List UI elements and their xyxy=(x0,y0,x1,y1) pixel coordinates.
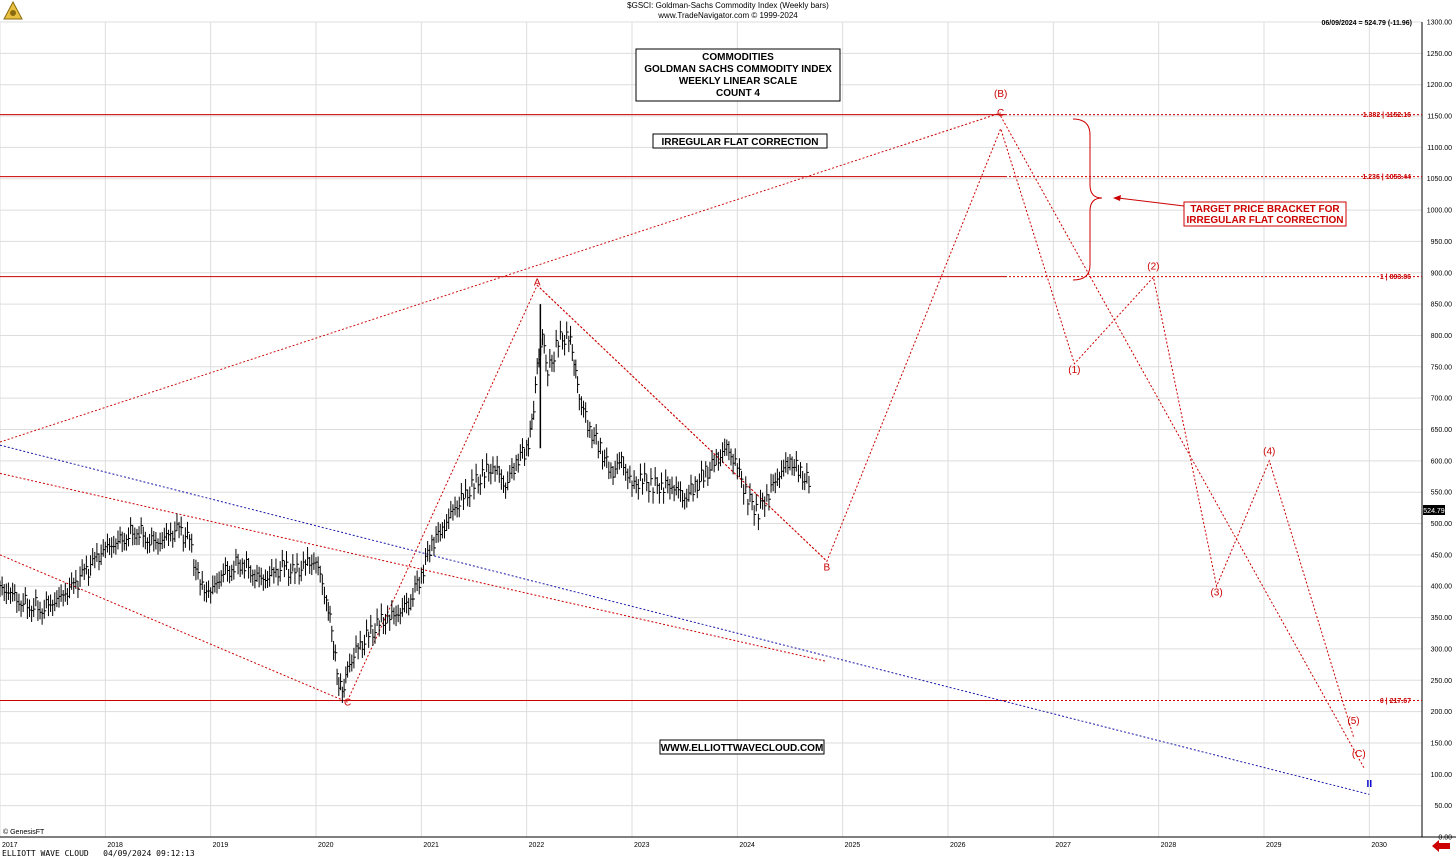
fib-level-label: 1.236 | 1053.44 xyxy=(1362,174,1411,181)
wave-projection-lines xyxy=(347,127,1354,737)
upper-trend-line xyxy=(0,112,1001,443)
y-tick-label: 900.00 xyxy=(1431,270,1453,277)
y-tick-label: 1000.00 xyxy=(1427,208,1452,215)
quote-readout: 06/09/2024 = 524.79 (-11.96) xyxy=(1321,20,1413,27)
wave-label: (4) xyxy=(1263,447,1275,458)
last-price-text: 524.79 xyxy=(1423,508,1445,515)
x-tick-label: 2027 xyxy=(1055,842,1071,849)
y-axis-ticks: 0.00 50.00 100.00 150.00 200.00 250.00 300.00 3… xyxy=(1427,20,1452,842)
last-price-tag: 524.79 xyxy=(1423,505,1445,515)
fib-level-label: 1 | 893.86 xyxy=(1380,274,1411,281)
y-tick-label: 300.00 xyxy=(1431,646,1453,653)
chart-subtitle: www.TradeNavigator.com © 1999-2024 xyxy=(658,11,798,20)
pattern-label: IRREGULAR FLAT CORRECTION xyxy=(661,137,818,148)
x-tick-label: 2026 xyxy=(950,842,966,849)
y-tick-label: 950.00 xyxy=(1431,239,1453,246)
wave-projection-path xyxy=(347,127,1354,737)
wave-label: (B) xyxy=(994,89,1007,100)
footer-status: ELLIOTT WAVE CLOUD 04/09/2024 09:12:13 xyxy=(2,849,195,858)
wave-label: (C) xyxy=(1352,749,1366,760)
x-tick-label: 2022 xyxy=(529,842,545,849)
y-tick-label: 850.00 xyxy=(1431,302,1453,309)
x-tick-label: 2018 xyxy=(107,842,123,849)
target-line-1: TARGET PRICE BRACKET FOR xyxy=(1190,204,1340,215)
y-tick-label: 1050.00 xyxy=(1427,176,1452,183)
target-arrow xyxy=(1117,197,1185,207)
y-tick-label: 250.00 xyxy=(1431,678,1453,685)
wave-labels: C A B (B) C (1) (2) (3) (4) (5) (C) II xyxy=(344,89,1372,790)
x-tick-label: 2020 xyxy=(318,842,334,849)
y-tick-label: 750.00 xyxy=(1431,364,1453,371)
y-tick-label: 800.00 xyxy=(1431,333,1453,340)
title-line-4: COUNT 4 xyxy=(716,88,760,99)
x-tick-label: 2023 xyxy=(634,842,650,849)
y-tick-label: 100.00 xyxy=(1431,772,1453,779)
y-tick-label: 1250.00 xyxy=(1427,51,1452,58)
y-tick-label: 0.00 xyxy=(1438,835,1452,842)
website-label: WWW.ELLIOTTWAVECLOUD.COM xyxy=(661,743,824,754)
y-tick-label: 700.00 xyxy=(1431,396,1453,403)
y-tick-label: 450.00 xyxy=(1431,552,1453,559)
wave-label: (3) xyxy=(1210,588,1222,599)
fibonacci-levels: 1.382 | 1152.16 1.236 | 1053.44 1 | 893.86… xyxy=(0,112,1422,705)
target-arrowhead xyxy=(1113,195,1121,201)
scroll-right-arrow-icon[interactable] xyxy=(1432,840,1450,852)
horizontal-grid xyxy=(0,21,1422,838)
blue-trend-line xyxy=(0,444,1370,795)
x-tick-label: 2029 xyxy=(1266,842,1282,849)
logo-icon xyxy=(3,0,23,20)
y-tick-label: 1300.00 xyxy=(1427,20,1452,27)
x-tick-label: 2019 xyxy=(213,842,229,849)
x-tick-label: 2030 xyxy=(1371,842,1387,849)
price-bars xyxy=(0,304,811,703)
y-tick-label: 150.00 xyxy=(1431,740,1453,747)
y-tick-label: 600.00 xyxy=(1431,458,1453,465)
y-tick-label: 1150.00 xyxy=(1427,114,1452,121)
title-line-1: COMMODITIES xyxy=(702,52,774,63)
title-line-3: WEEKLY LINEAR SCALE xyxy=(679,76,798,87)
wave-label: (2) xyxy=(1147,262,1159,273)
x-tick-label: 2025 xyxy=(845,842,861,849)
y-tick-label: 350.00 xyxy=(1431,615,1453,622)
wave-label: C xyxy=(997,108,1004,119)
wave-label: II xyxy=(1367,779,1373,790)
y-tick-label: 400.00 xyxy=(1431,584,1453,591)
y-tick-label: 1200.00 xyxy=(1427,82,1452,89)
copyright: © GenesisFT xyxy=(3,829,45,836)
y-tick-label: 500.00 xyxy=(1431,521,1453,528)
chart-title: $GSCI: Goldman-Sachs Commodity Index (We… xyxy=(627,1,829,10)
x-tick-label: 2021 xyxy=(423,842,439,849)
wave-label: B xyxy=(824,563,831,574)
wave-label: A xyxy=(534,277,541,288)
pattern-box: IRREGULAR FLAT CORRECTION xyxy=(652,133,828,149)
target-bracket-brace xyxy=(1072,118,1103,281)
target-line-2: IRREGULAR FLAT CORRECTION xyxy=(1186,215,1343,226)
wave-label: (5) xyxy=(1347,716,1359,727)
wave-label: C xyxy=(344,697,351,708)
y-tick-label: 650.00 xyxy=(1431,427,1453,434)
x-tick-label: 2024 xyxy=(739,842,755,849)
lower-channel-line xyxy=(0,472,827,662)
lower-wedge-line xyxy=(0,554,348,703)
website-box: WWW.ELLIOTTWAVECLOUD.COM xyxy=(659,739,825,755)
title-box: COMMODITIES GOLDMAN SACHS COMMODITY INDE… xyxy=(635,48,841,102)
fib-level-label: 1.382 | 1152.16 xyxy=(1363,112,1411,119)
title-line-2: GOLDMAN SACHS COMMODITY INDEX xyxy=(644,64,832,75)
y-tick-label: 200.00 xyxy=(1431,709,1453,716)
y-tick-label: 550.00 xyxy=(1431,490,1453,497)
wave-label: (1) xyxy=(1068,365,1080,376)
b-to-c-line xyxy=(1000,115,1365,769)
y-tick-label: 1100.00 xyxy=(1427,145,1452,152)
fib-level-label: 0 | 217.67 xyxy=(1380,698,1411,705)
x-tick-label: 2028 xyxy=(1161,842,1177,849)
y-tick-label: 50.00 xyxy=(1434,803,1452,810)
target-box: TARGET PRICE BRACKET FOR IRREGULAR FLAT … xyxy=(1183,201,1347,227)
x-axis-ticks: 2017 2018 2019 2020 2021 2022 2023 2024 2025 2026… xyxy=(2,842,1387,849)
x-tick-label: 2017 xyxy=(2,842,18,849)
